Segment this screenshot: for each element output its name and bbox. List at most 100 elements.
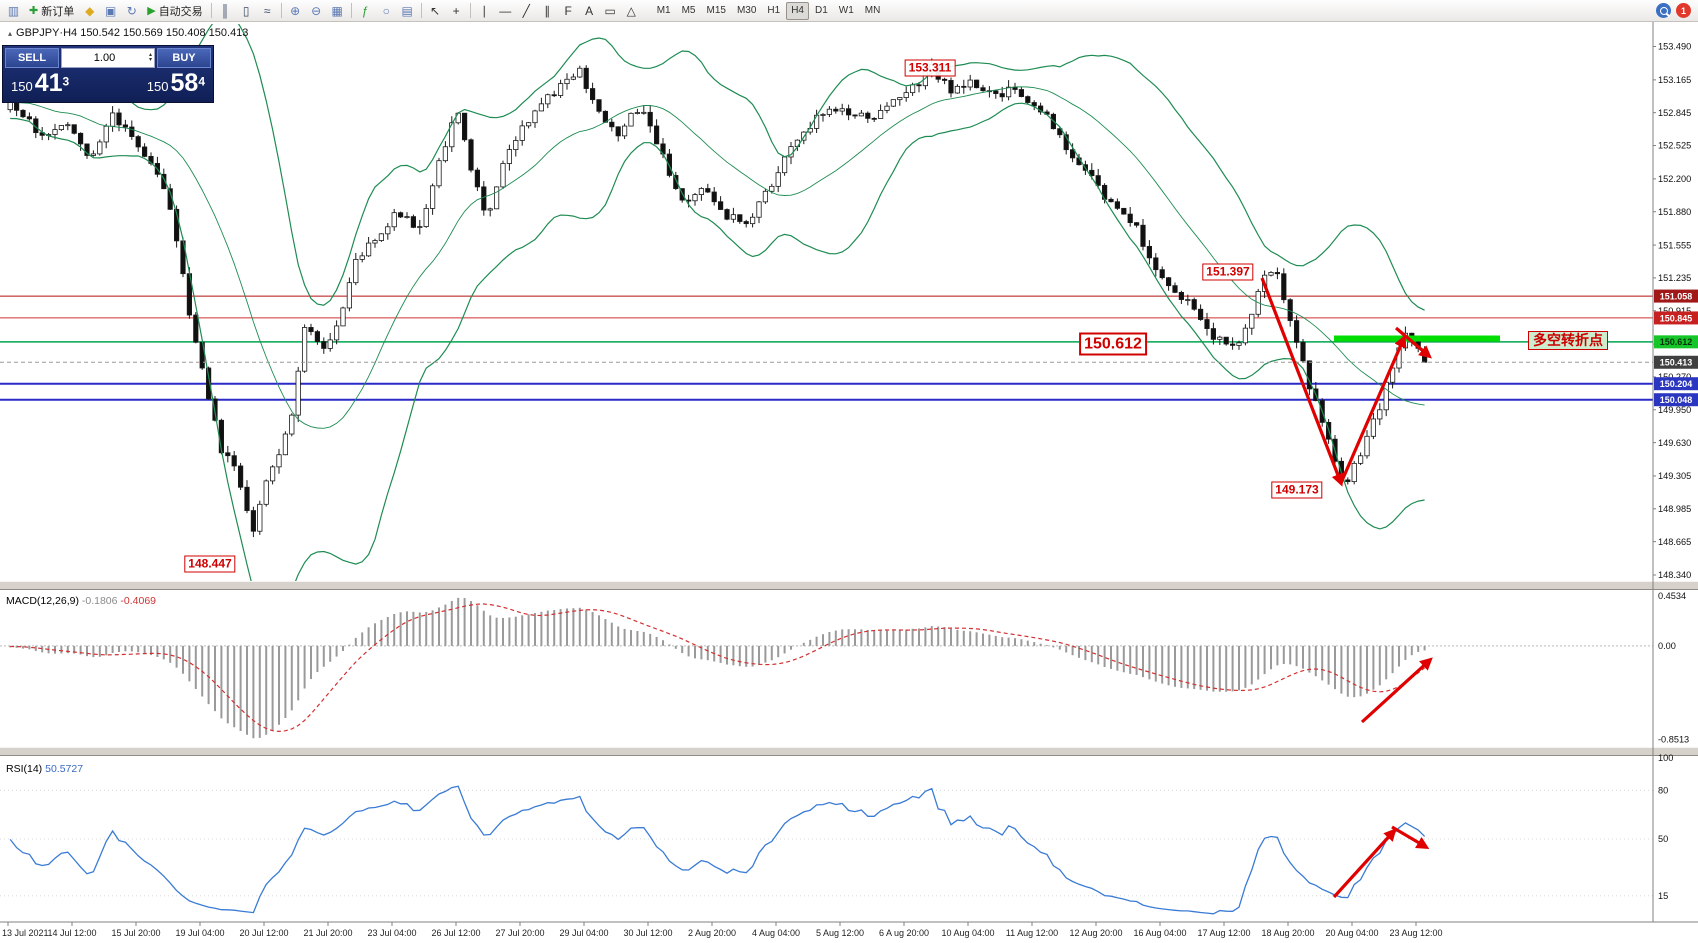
price-badge-150.612	[1654, 335, 1698, 349]
svg-text:152.200: 152.200	[1658, 174, 1691, 184]
svg-text:10 Aug 04:00: 10 Aug 04:00	[941, 928, 994, 938]
svg-text:149.305: 149.305	[1658, 471, 1691, 481]
svg-text:148.665: 148.665	[1658, 537, 1691, 547]
sell-button[interactable]: SELL	[5, 48, 59, 68]
trend-arrow[interactable]	[1391, 825, 1430, 849]
shapes-icon[interactable]: △	[626, 3, 636, 18]
trend-arrow[interactable]	[1260, 277, 1344, 487]
svg-text:0.4534: 0.4534	[1658, 591, 1686, 601]
toolbar-right-group: 1	[1656, 3, 1695, 18]
volume-input[interactable]: 1.00 ▴ ▾	[61, 48, 155, 68]
trend-arrow[interactable]	[1360, 657, 1433, 724]
svg-text:2 Aug 20:00: 2 Aug 20:00	[688, 928, 736, 938]
svg-text:153.165: 153.165	[1658, 75, 1691, 85]
bollinger-lower-band	[10, 102, 1425, 581]
toolbar-separator	[469, 3, 471, 18]
sell-price-prefix: 150	[11, 79, 33, 94]
svg-text:16 Aug 04:00: 16 Aug 04:00	[1133, 928, 1186, 938]
timeframe-w1[interactable]: W1	[838, 4, 854, 16]
timeframe-d1[interactable]: D1	[815, 4, 828, 16]
new-order-button-label: 新订单	[41, 5, 75, 18]
svg-text:152.845: 152.845	[1658, 108, 1691, 118]
expert-advisor-icon[interactable]: ◆	[85, 3, 95, 18]
volume-down-icon[interactable]: ▾	[148, 57, 152, 63]
timeframe-h4[interactable]: H4	[786, 1, 809, 20]
charts-window-icon[interactable]: ▥	[7, 3, 20, 18]
line-chart-icon[interactable]: ≈	[263, 3, 271, 18]
macd-panel-label: MACD(12,26,9) -0.1806 -0.4069	[6, 595, 156, 607]
trend-arrows[interactable]	[1260, 277, 1433, 899]
buy-price-prefix: 150	[146, 79, 169, 94]
svg-text:150.270: 150.270	[1658, 372, 1691, 382]
svg-text:29 Jul 04:00: 29 Jul 04:00	[559, 928, 608, 938]
svg-text:23 Jul 04:00: 23 Jul 04:00	[367, 928, 416, 938]
text-icon[interactable]: A	[585, 3, 594, 18]
trend-arrow[interactable]	[1332, 828, 1397, 899]
candlestick-chart-icon[interactable]: ▯	[242, 3, 250, 18]
horizontal-lines[interactable]	[0, 295, 1653, 401]
refresh-icon[interactable]: ↻	[126, 3, 137, 18]
magnifier-icon	[1659, 6, 1668, 15]
autotrade-button[interactable]: ▶ 自动交易	[142, 2, 207, 20]
timeframe-group: M1 M5 M15 M30 H1 H4 D1 W1 MN	[652, 1, 886, 20]
trend-arrow[interactable]	[1339, 334, 1407, 484]
new-order-icon: ✚	[29, 5, 39, 17]
buy-price[interactable]: 150584	[147, 69, 205, 98]
text-label-icon[interactable]: ▭	[604, 3, 616, 18]
price-annotation-153.311[interactable]: 153.311	[904, 59, 956, 77]
indicators-icon[interactable]: ƒ	[361, 3, 369, 18]
vertical-line-icon[interactable]: ∣	[481, 3, 488, 18]
price-annotation-148.447[interactable]: 148.447	[184, 555, 236, 573]
svg-text:148.985: 148.985	[1658, 504, 1691, 514]
bar-chart-icon[interactable]: ║	[220, 3, 230, 18]
svg-text:14 Jul 12:00: 14 Jul 12:00	[47, 928, 96, 938]
zoom-in-icon[interactable]: ⊕	[290, 3, 301, 18]
svg-text:151.555: 151.555	[1658, 240, 1691, 250]
fibonacci-icon[interactable]: F	[564, 3, 572, 18]
timeframe-mn[interactable]: MN	[864, 4, 881, 16]
panel-dividers	[0, 581, 1698, 756]
svg-text:15: 15	[1658, 891, 1668, 901]
sell-price[interactable]: 150413	[11, 69, 69, 98]
channel-icon[interactable]: ∥	[544, 3, 551, 18]
svg-text:11 Aug 12:00: 11 Aug 12:00	[1006, 928, 1058, 938]
chart-objects[interactable]	[0, 335, 1653, 363]
notifications-badge[interactable]: 1	[1676, 3, 1691, 18]
timeframe-m30[interactable]: M30	[736, 4, 757, 16]
cursor-icon[interactable]: ↖	[430, 3, 441, 18]
price-annotation-150.612[interactable]: 150.612	[1079, 332, 1147, 356]
candlesticks	[7, 58, 1428, 538]
timeframe-m1[interactable]: M1	[656, 4, 671, 16]
timeframe-h1[interactable]: H1	[767, 4, 781, 16]
volume-spinner[interactable]: ▴ ▾	[147, 52, 154, 63]
timeframe-m5[interactable]: M5	[681, 4, 696, 16]
timeframe-m15[interactable]: M15	[706, 4, 726, 16]
svg-text:150.915: 150.915	[1658, 306, 1691, 316]
search-button[interactable]	[1656, 3, 1671, 18]
toolbar: ▥ ✚ 新订单 ◆ ▣ ↻ ▶ 自动交易 ║ ▯ ≈ ⊕ ⊖ ▦ ƒ ○ ▤ ↖ + ∣ ― ╱ ∥ F A ▭ △ M1 M5 M15…	[0, 0, 1698, 22]
tile-windows-icon[interactable]: ▦	[331, 3, 343, 18]
buy-button[interactable]: BUY	[157, 48, 211, 68]
profile-icon[interactable]: ▣	[105, 3, 117, 18]
volume-up-icon[interactable]: ▴	[148, 52, 152, 58]
trade-prices-row: 150413 150584	[5, 68, 211, 100]
price-badge-150.204	[1654, 377, 1698, 391]
trendline-icon[interactable]: ╱	[522, 3, 530, 18]
buy-price-sup: 4	[198, 74, 205, 89]
periods-icon[interactable]: ○	[382, 3, 390, 18]
rsi-line	[9, 785, 1426, 915]
new-order-button[interactable]: ✚ 新订单	[24, 2, 79, 20]
horizontal-line-icon[interactable]: ―	[499, 3, 512, 18]
toolbar-separator	[420, 3, 422, 18]
templates-icon[interactable]: ▤	[401, 3, 413, 18]
zoom-out-icon[interactable]: ⊖	[311, 3, 322, 18]
trend-arrow[interactable]	[1394, 326, 1432, 359]
price-annotation-151.397[interactable]: 151.397	[1202, 263, 1254, 281]
svg-text:151.880: 151.880	[1658, 207, 1691, 217]
turning-point-label[interactable]: 多空转折点	[1528, 331, 1608, 350]
crosshair-icon[interactable]: +	[452, 3, 460, 18]
price-annotation-149.173[interactable]: 149.173	[1271, 481, 1323, 499]
price-scale[interactable]: 153.490 153.165 152.845 152.525 152.200 151.8…	[0, 22, 1698, 923]
